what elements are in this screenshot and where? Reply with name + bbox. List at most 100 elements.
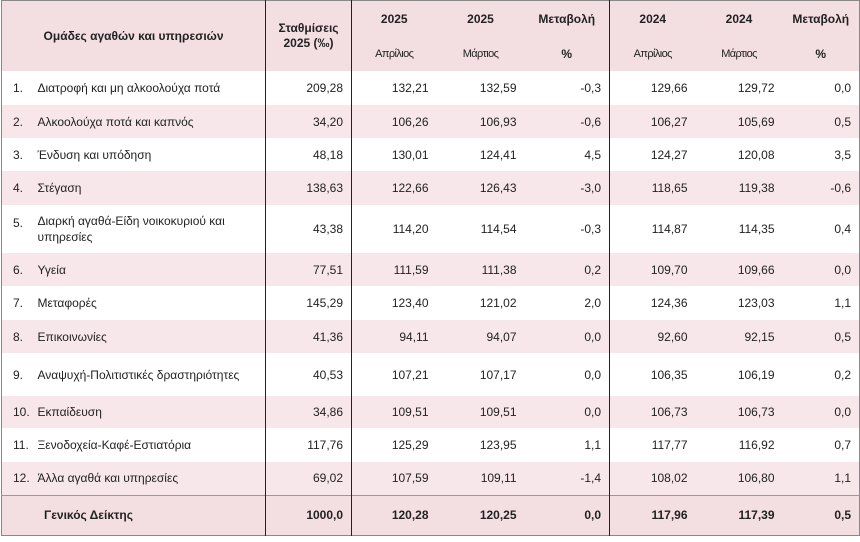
row-ch25: 0,0 (524, 320, 610, 353)
row-ch25: 1,1 (524, 428, 610, 462)
row-apr25: 122,66 (351, 171, 437, 205)
row-mar25: 132,59 (436, 71, 525, 105)
row-weight: 77,51 (265, 253, 353, 286)
row-index: 2. (1, 105, 36, 138)
row-mar24: 129,72 (695, 71, 783, 105)
row-mar25: 107,17 (436, 353, 525, 396)
row-weight: 43,38 (265, 205, 353, 253)
row-label: Εκπαίδευση (35, 396, 266, 428)
row-apr24: 108,02 (609, 462, 696, 495)
row-label: Διατροφή και μη αλκοολούχα ποτά (35, 71, 266, 105)
row-index: 12. (1, 462, 36, 495)
row-apr24: 109,70 (609, 253, 696, 286)
row-index: 6. (1, 253, 36, 286)
table-row: 7. Μεταφορές 145,29 123,40 121,02 2,0 12… (1, 286, 860, 320)
row-weight: 40,53 (265, 353, 353, 396)
row-mar24: 114,35 (695, 205, 783, 253)
row-mar25: 114,54 (436, 205, 525, 253)
row-mar24: 106,80 (695, 462, 783, 495)
row-ch25: 0,2 (524, 253, 610, 286)
row-mar25: 126,43 (436, 171, 525, 205)
row-label: Μεταφορές (35, 286, 266, 320)
row-ch24: 0,0 (782, 253, 860, 286)
pct-2025-header: % (561, 47, 573, 61)
row-mar24: 123,03 (695, 286, 783, 320)
row-ch24: 1,1 (782, 462, 860, 495)
row-mar25: 123,95 (436, 428, 525, 462)
table-row: 8. Επικοινωνίες 41,36 94,11 94,07 0,0 92… (1, 320, 860, 353)
row-label: Διαρκή αγαθά-Είδη νοικοκυριού και υπηρεσ… (35, 205, 266, 253)
row-apr24: 124,36 (609, 286, 696, 320)
weights-header: Σταθμίσεις 2025 (‰) (265, 0, 353, 71)
row-label: Στέγαση (35, 171, 266, 205)
row-apr25: 123,40 (351, 286, 437, 320)
table-row: 4. Στέγαση 138,63 122,66 126,43 -3,0 118… (1, 171, 860, 205)
row-weight: 41,36 (265, 320, 353, 353)
row-apr25: 107,59 (351, 462, 437, 495)
row-ch24: 3,5 (782, 138, 860, 171)
row-mar24: 120,08 (695, 138, 783, 171)
april-2025-header: Απρίλιος (375, 48, 414, 60)
march-2024-header: Μάρτιος (721, 48, 757, 60)
table-row: 12. Άλλα αγαθά και υπηρεσίες 69,02 107,5… (1, 462, 860, 495)
row-ch25: -0,3 (524, 71, 610, 105)
table-row: 3. Ένδυση και υπόδηση 48,18 130,01 124,4… (1, 138, 860, 171)
row-ch24: 0,5 (782, 320, 860, 353)
row-mar24: 109,66 (695, 253, 783, 286)
table-row: 1. Διατροφή και μη αλκοολούχα ποτά 209,2… (1, 71, 860, 105)
row-apr24: 118,65 (609, 171, 696, 205)
pct-2024-header: % (815, 47, 827, 61)
group-header: Ομάδες αγαθών και υπηρεσιών (43, 29, 224, 43)
row-index: 7. (1, 286, 36, 320)
row-ch25: -0,3 (524, 205, 610, 253)
row-ch25: 0,0 (524, 396, 610, 428)
row-ch25: 0,0 (524, 353, 610, 396)
total-apr24: 117,96 (609, 494, 696, 535)
row-apr25: 114,20 (351, 205, 437, 253)
row-ch24: 0,4 (782, 205, 860, 253)
row-label: Υγεία (35, 253, 266, 286)
total-ch24: 0,5 (782, 494, 860, 535)
row-index: 8. (1, 320, 36, 353)
total-row: Γενικός Δείκτης 1000,0 120,28 120,25 0,0… (1, 494, 860, 535)
table-row: 5. Διαρκή αγαθά-Είδη νοικοκυριού και υπη… (1, 205, 860, 253)
total-apr25: 120,28 (351, 494, 437, 535)
row-mar25: 94,07 (436, 320, 525, 353)
row-ch25: -1,4 (524, 462, 610, 495)
row-ch24: 0,7 (782, 428, 860, 462)
march-2025-header: Μάρτιος (462, 48, 499, 60)
row-apr25: 132,21 (351, 71, 437, 105)
total-mar25: 120,25 (436, 494, 525, 535)
row-ch24: 0,5 (782, 105, 860, 138)
row-ch24: 0,0 (782, 71, 860, 105)
row-weight: 34,86 (265, 396, 353, 428)
row-apr24: 106,73 (609, 396, 696, 428)
april-2024-header: Απρίλιος (609, 37, 696, 71)
year-2024-header-b: 2024 (725, 12, 753, 26)
row-ch25: 2,0 (524, 286, 610, 320)
header-row-top: Ομάδες αγαθών και υπηρεσιών Σταθμίσεις 2… (1, 0, 860, 71)
year-2025-header-a: 2025 (380, 12, 408, 26)
row-index: 10. (1, 396, 36, 428)
row-mar24: 92,15 (695, 320, 783, 353)
row-weight: 34,20 (265, 105, 353, 138)
row-apr25: 111,59 (351, 253, 437, 286)
row-index: 4. (1, 171, 36, 205)
year-2025-header-b: 2025 (467, 12, 494, 26)
row-mar25: 124,41 (436, 138, 525, 171)
row-label: Ένδυση και υπόδηση (35, 138, 266, 171)
row-apr24: 92,60 (609, 320, 696, 353)
table-row: 9. Αναψυχή-Πολιτιστικές δραστηριότητες 4… (1, 353, 860, 396)
row-apr24: 114,87 (609, 205, 696, 253)
row-ch24: -0,6 (782, 171, 860, 205)
row-mar24: 116,92 (695, 428, 783, 462)
weights-header-text: Σταθμίσεις 2025 (‰) (278, 21, 339, 50)
row-ch24: 0,0 (782, 396, 860, 428)
row-apr24: 124,27 (609, 138, 696, 171)
total-mar24: 117,39 (695, 494, 783, 535)
table-row: 10. Εκπαίδευση 34,86 109,51 109,51 0,0 1… (1, 396, 860, 428)
row-index: 11. (1, 428, 36, 462)
row-weight: 145,29 (265, 286, 353, 320)
row-apr24: 106,35 (609, 353, 696, 396)
